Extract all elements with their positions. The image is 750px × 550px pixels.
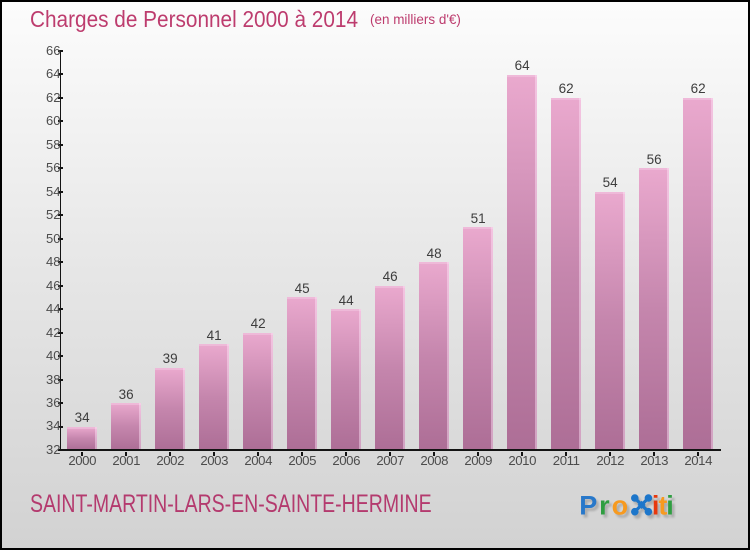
svg-text:i: i bbox=[655, 494, 663, 524]
svg-text:P: P bbox=[579, 490, 597, 520]
svg-text:P: P bbox=[582, 494, 600, 524]
svg-text:i: i bbox=[669, 494, 677, 524]
svg-text:r: r bbox=[602, 494, 613, 524]
svg-text:t: t bbox=[658, 490, 667, 520]
svg-text:i: i bbox=[666, 490, 674, 520]
svg-text:r: r bbox=[599, 490, 610, 520]
svg-text:o: o bbox=[612, 490, 629, 520]
svg-text:o: o bbox=[614, 494, 631, 524]
svg-text:i: i bbox=[652, 490, 660, 520]
svg-text:t: t bbox=[661, 494, 670, 524]
